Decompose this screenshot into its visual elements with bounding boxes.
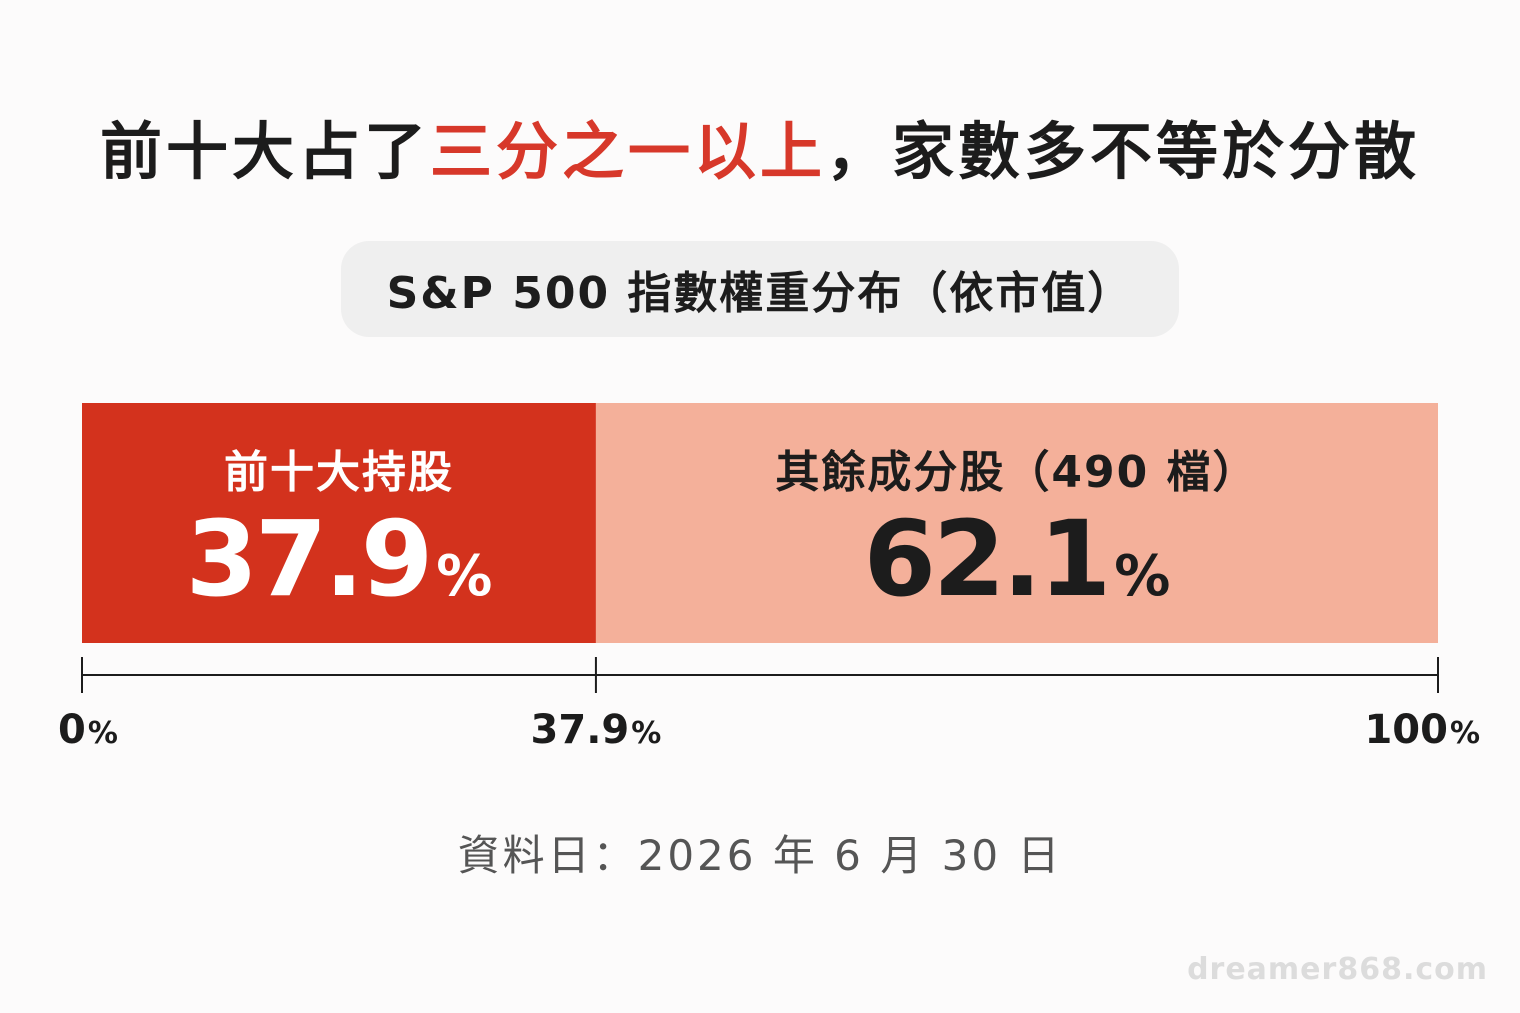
- x-axis-tick-label-0: 0%: [58, 707, 118, 753]
- x-axis-tick-label-2: 100%: [1364, 707, 1480, 753]
- watermark: dreamer868.com: [1187, 952, 1488, 987]
- headline-part2: ，家數多不等於分散: [826, 115, 1421, 188]
- chart-subtitle: S&P 500 指數權重分布（依市值）: [386, 268, 1134, 319]
- bar-segment-0-value: 37.9%: [186, 498, 493, 620]
- bar-segment-0: [82, 403, 596, 643]
- bar-segment-1-value: 62.1%: [864, 498, 1171, 620]
- page-headline: 前十大占了三分之一以上，家數多不等於分散: [0, 112, 1520, 192]
- bar-segment-1: [595, 403, 1438, 643]
- bar-segment-0-name: 前十大持股: [224, 447, 454, 498]
- headline-highlight: 三分之一以上: [429, 115, 826, 188]
- headline-part1: 前十大占了: [99, 115, 430, 188]
- bar-segment-1-name: 其餘成分股（490 檔）: [775, 447, 1258, 498]
- data-date-footnote: 資料日：2026 年 6 月 30 日: [457, 831, 1063, 880]
- chart-subtitle-pill: S&P 500 指數權重分布（依市值）: [341, 241, 1179, 337]
- x-axis-tick-label-1: 37.9%: [531, 707, 662, 753]
